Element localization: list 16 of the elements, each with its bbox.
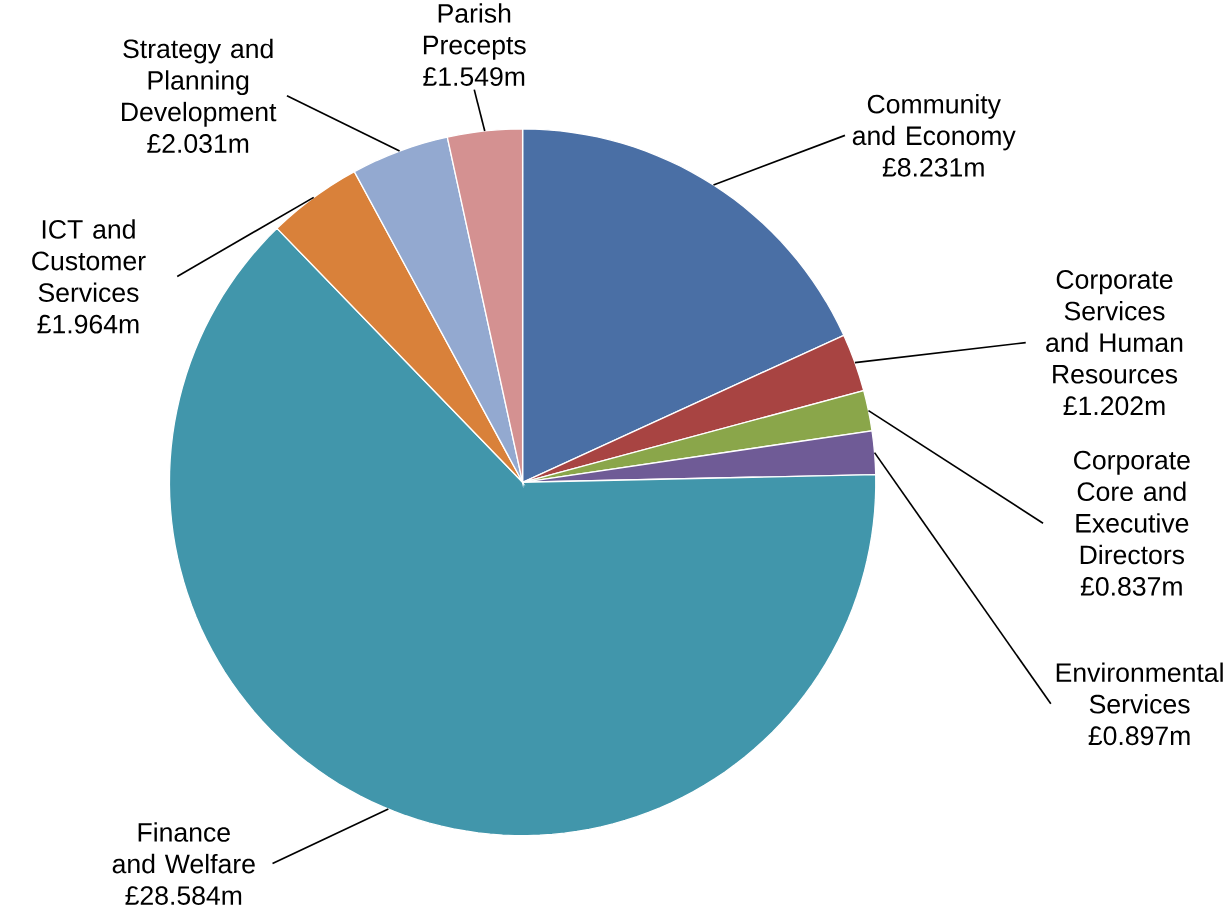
data-label: £1.549m bbox=[423, 67, 525, 86]
slice-label: Parish Precepts bbox=[423, 3, 526, 60]
slice-label: Community and Economy bbox=[852, 93, 1016, 151]
data-label: £0.897m bbox=[1088, 726, 1190, 746]
slice-label: Corporate Core and Executive Directors bbox=[1074, 450, 1190, 565]
data-label: £8.231m bbox=[882, 157, 984, 177]
data-label: £28.584m bbox=[125, 886, 242, 905]
slice-label: ICT and Customer Services bbox=[32, 219, 146, 302]
slice-label: Environmental Services bbox=[1056, 662, 1223, 714]
data-label: £0.837m bbox=[1080, 576, 1182, 596]
data-label: £1.964m bbox=[37, 314, 139, 334]
data-label: £2.031m bbox=[147, 133, 249, 153]
slice-label: Corporate Services and Human Resources bbox=[1046, 269, 1183, 384]
slice-label: Strategy and Planning Development bbox=[122, 38, 277, 127]
data-label: £1.202m bbox=[1063, 396, 1165, 416]
slice-label: Finance and Welfare bbox=[112, 822, 255, 874]
